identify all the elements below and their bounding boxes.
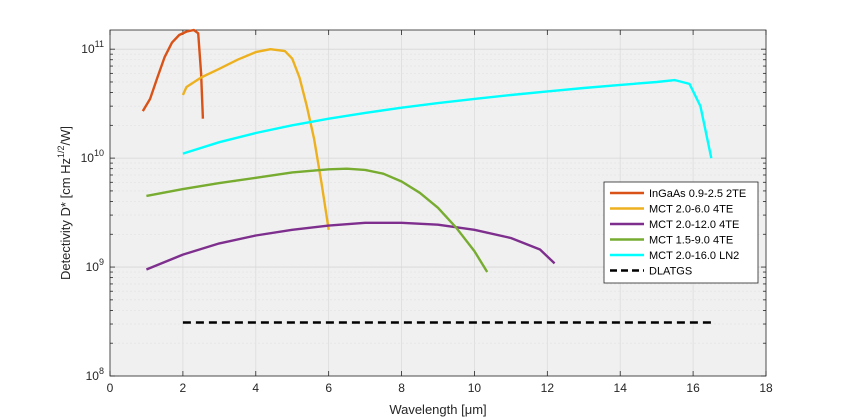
series-line bbox=[145, 221, 556, 271]
x-axis-label-suffix: m] bbox=[472, 402, 486, 417]
legend-label: MCT 2.0-6.0 4TE bbox=[649, 204, 733, 216]
grid bbox=[109, 30, 767, 377]
x-tick-label: 4 bbox=[252, 381, 259, 395]
y-tick-label: 109 bbox=[86, 257, 104, 274]
y-axis-label-sup: 1/2 bbox=[56, 145, 66, 158]
y-tick-label-exponent: 9 bbox=[99, 257, 104, 267]
x-tick-label: 0 bbox=[107, 381, 114, 395]
y-tick-label-exponent: 8 bbox=[99, 366, 104, 376]
y-axis-label-main: Detectivity D* [cm Hz bbox=[58, 158, 73, 280]
legend-label: InGaAs 0.9-2.5 2TE bbox=[649, 188, 746, 200]
x-tick-label: 14 bbox=[614, 381, 628, 395]
y-tick-label-base: 10 bbox=[81, 42, 95, 56]
y-tick-label: 1011 bbox=[81, 39, 104, 56]
y-tick-label: 108 bbox=[86, 366, 104, 383]
y-tick-label-exponent: 11 bbox=[95, 39, 104, 49]
y-axis-label-end: /W] bbox=[58, 126, 73, 146]
x-axis-label-prefix: Wavelength [ bbox=[389, 402, 465, 417]
legend-label: MCT 1.5-9.0 4TE bbox=[649, 235, 733, 247]
plot-frame bbox=[109, 29, 767, 377]
legend-label: DLATGS bbox=[649, 266, 692, 278]
series-lines bbox=[141, 28, 713, 324]
x-tick-label: 18 bbox=[759, 381, 773, 395]
x-tick-label: 10 bbox=[468, 381, 482, 395]
x-axis-label: Wavelength [μm] bbox=[389, 402, 486, 417]
y-axis-label: Detectivity D* [cm Hz1/2/W] bbox=[56, 126, 73, 280]
y-tick-label-base: 10 bbox=[86, 260, 100, 274]
x-tick-label: 2 bbox=[180, 381, 187, 395]
x-tick-label: 6 bbox=[325, 381, 332, 395]
legend: InGaAs 0.9-2.5 2TE MCT 2.0-6.0 4TE MCT 2.0… bbox=[603, 181, 759, 284]
series-line bbox=[146, 167, 489, 273]
y-tick-label: 1010 bbox=[81, 148, 104, 165]
x-tick-label: 8 bbox=[398, 381, 405, 395]
legend-label: MCT 2.0-12.0 4TE bbox=[649, 219, 739, 231]
x-axis-label-mu: μ bbox=[465, 402, 473, 417]
x-tick-label: 12 bbox=[541, 381, 555, 395]
series-line bbox=[141, 28, 205, 119]
y-tick-label-exponent: 10 bbox=[94, 148, 104, 158]
y-tick-label-base: 10 bbox=[81, 151, 95, 165]
y-tick-label-base: 10 bbox=[86, 369, 100, 383]
legend-box bbox=[603, 181, 759, 284]
x-tick-label: 16 bbox=[686, 381, 700, 395]
legend-label: MCT 2.0-16.0 LN2 bbox=[649, 250, 739, 262]
series-line bbox=[181, 48, 330, 230]
series-line bbox=[182, 78, 713, 159]
